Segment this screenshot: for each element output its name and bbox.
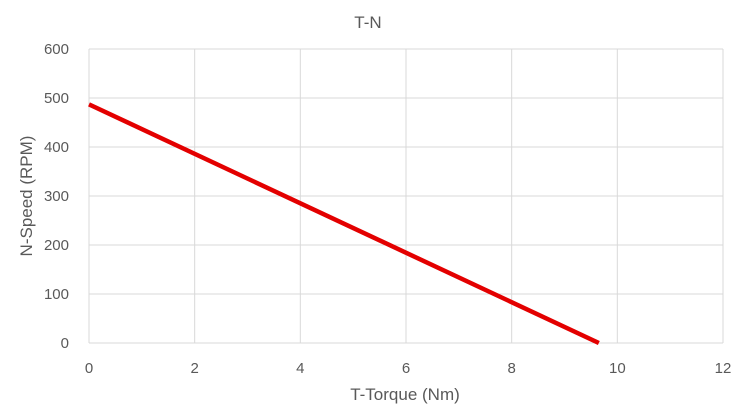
x-tick-label: 0	[85, 360, 93, 377]
series-line	[88, 102, 600, 346]
y-tick-label: 400	[44, 139, 69, 156]
y-axis-ticks: 0 100 200 300 400 500 600	[44, 41, 69, 352]
y-tick-label: 100	[44, 286, 69, 303]
x-tick-label: 6	[402, 360, 410, 377]
x-tick-label: 8	[507, 360, 515, 377]
x-axis-label: T-Torque (Nm)	[350, 385, 460, 404]
y-tick-label: 300	[44, 188, 69, 205]
x-tick-label: 10	[609, 360, 626, 377]
x-tick-label: 2	[190, 360, 198, 377]
y-tick-label: 0	[61, 335, 69, 352]
x-tick-label: 4	[296, 360, 304, 377]
series-layer	[88, 102, 600, 346]
y-tick-label: 200	[44, 237, 69, 254]
y-tick-label: 600	[44, 41, 69, 58]
chart-title: T-N	[354, 13, 381, 32]
grid	[88, 48, 724, 344]
y-tick-label: 500	[44, 90, 69, 107]
x-axis-ticks: 0 2 4 6 8 10 12	[85, 360, 732, 377]
x-tick-label: 12	[715, 360, 732, 377]
y-axis-label: N-Speed (RPM)	[17, 136, 36, 257]
